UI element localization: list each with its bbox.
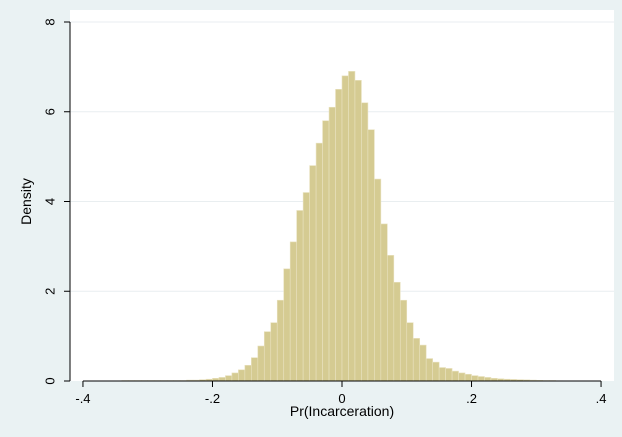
y-tick-label: 4 xyxy=(43,198,58,205)
histogram-bar xyxy=(406,322,414,382)
ticks: 0 2 4 6 8 -.4 -.2 0 .2 .4 xyxy=(43,18,607,406)
y-tick-label: 0 xyxy=(43,377,58,384)
histogram-bar xyxy=(412,338,421,382)
bars xyxy=(121,71,563,382)
histogram-bar xyxy=(257,345,265,382)
histogram-bar xyxy=(315,142,323,382)
histogram-bar xyxy=(464,373,472,382)
histogram-bar xyxy=(367,129,375,382)
histogram-bar xyxy=(251,357,259,382)
histogram-bar xyxy=(322,120,330,382)
histogram-bar xyxy=(335,89,343,382)
histogram-bar xyxy=(425,358,433,382)
histogram-bar xyxy=(289,241,297,382)
histogram-bar xyxy=(458,372,466,382)
histogram-bar xyxy=(438,367,446,382)
histogram-bar xyxy=(445,368,453,382)
histogram-bar xyxy=(328,106,336,382)
histogram-bar xyxy=(432,361,440,382)
x-axis-title: Pr(Incarceration) xyxy=(290,403,394,419)
x-tick-label: .4 xyxy=(596,391,607,406)
histogram-bar xyxy=(399,299,408,382)
y-tick-label: 2 xyxy=(43,288,58,295)
histogram-bar xyxy=(471,375,479,382)
histogram-bar xyxy=(380,223,388,382)
histogram-bar xyxy=(276,299,285,382)
histogram-bar xyxy=(296,210,304,382)
x-tick-label: 0 xyxy=(338,391,345,406)
histogram-bar xyxy=(270,322,278,382)
x-tick-label: -.2 xyxy=(205,391,220,406)
histogram-bar xyxy=(302,192,310,382)
histogram-bar xyxy=(231,372,239,382)
histogram-bar xyxy=(263,331,272,382)
histogram-bar xyxy=(419,344,427,382)
histogram-bar xyxy=(341,75,349,382)
histogram-bar xyxy=(451,370,459,382)
histogram-bar xyxy=(477,376,485,382)
histogram-bar xyxy=(348,71,356,382)
histogram-bar xyxy=(244,364,252,382)
histogram-bar xyxy=(218,377,226,382)
histogram-bar xyxy=(387,255,395,382)
x-tick-label: -.4 xyxy=(75,391,90,406)
y-axis-title: Density xyxy=(18,178,34,225)
y-tick-label: 8 xyxy=(43,18,58,25)
histogram-bar xyxy=(225,375,233,382)
histogram-bar xyxy=(309,165,317,382)
histogram-bar xyxy=(361,102,369,382)
histogram-bar xyxy=(238,369,246,382)
y-tick-label: 6 xyxy=(43,108,58,115)
histogram-bar xyxy=(374,178,382,382)
histogram-bar xyxy=(393,281,401,382)
histogram-bar xyxy=(484,377,492,382)
histogram-bar xyxy=(354,80,362,382)
x-tick-label: .2 xyxy=(466,391,477,406)
histogram-bar xyxy=(283,268,291,382)
